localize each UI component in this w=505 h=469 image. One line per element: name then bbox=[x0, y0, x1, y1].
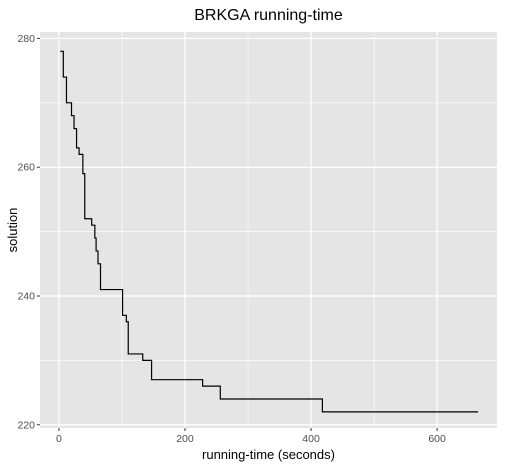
y-tick-label: 260 bbox=[17, 162, 35, 174]
x-tick-label: 400 bbox=[302, 433, 320, 445]
major-gridlines bbox=[40, 32, 497, 428]
plot-panel bbox=[40, 32, 497, 428]
x-tick-label: 200 bbox=[176, 433, 194, 445]
y-axis-ticks: 220 240 260 280 bbox=[17, 33, 40, 431]
x-tick-label: 0 bbox=[56, 433, 62, 445]
y-tick-label: 280 bbox=[17, 33, 35, 45]
x-tick-label: 600 bbox=[428, 433, 446, 445]
x-axis-label: running-time (seconds) bbox=[202, 447, 335, 462]
y-tick-label: 240 bbox=[17, 291, 35, 303]
chart-title: BRKGA running-time bbox=[194, 7, 343, 24]
solution-step-line bbox=[60, 50, 479, 413]
series-layer bbox=[60, 50, 479, 413]
y-tick-label: 220 bbox=[17, 419, 35, 431]
x-axis-ticks: 0 200 400 600 bbox=[56, 428, 446, 445]
minor-gridlines bbox=[40, 32, 497, 428]
y-axis-label: solution bbox=[5, 208, 20, 253]
